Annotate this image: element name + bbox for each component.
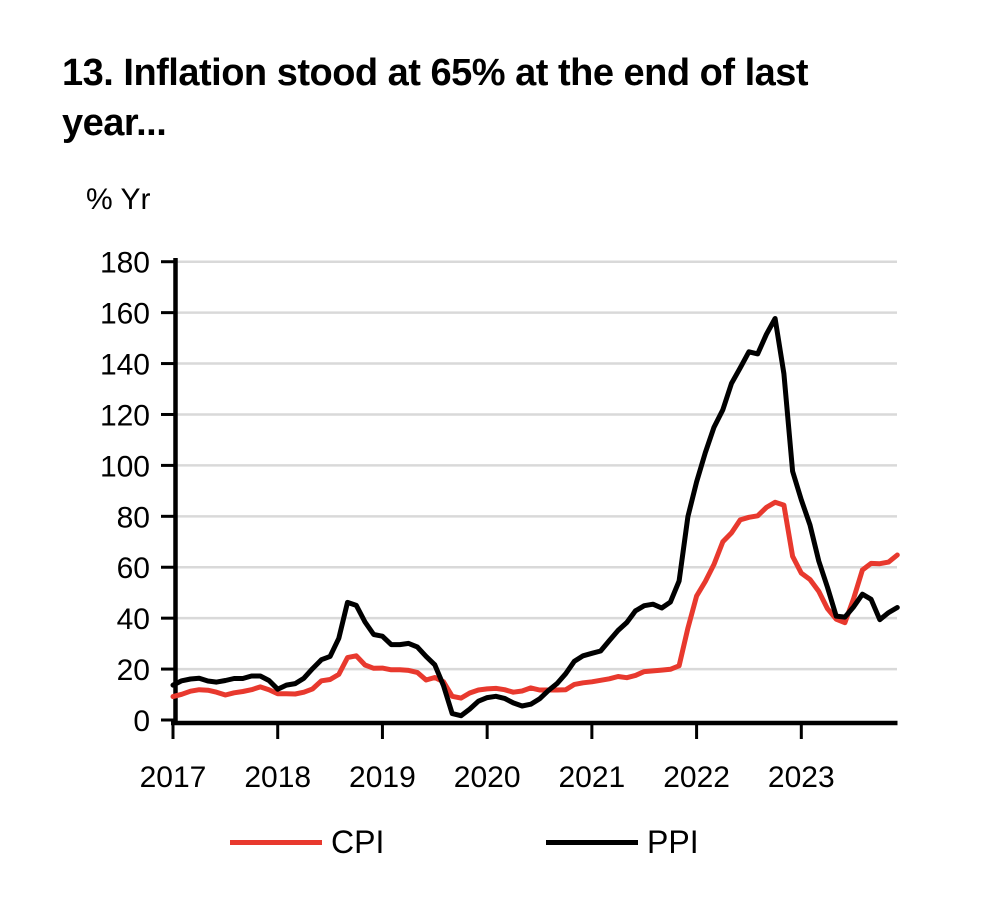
ppi-line-swatch [546, 839, 638, 845]
x-tick-label-2023: 2023 [768, 761, 835, 794]
y-tick-label-140: 140 [100, 349, 150, 382]
x-tick-label-2020: 2020 [454, 761, 521, 794]
x-tick-label-2021: 2021 [558, 761, 625, 794]
y-tick-label-20: 20 [117, 654, 150, 687]
y-tick-label-60: 60 [117, 552, 150, 585]
chart-title-line-1: 13. Inflation stood at 65% at the end of… [62, 52, 809, 94]
chart-title: 13. Inflation stood at 65% at the end of… [62, 48, 942, 148]
ppi-line [170, 316, 900, 719]
x-tick-label-2018: 2018 [244, 761, 311, 794]
y-tick-label-180: 180 [100, 247, 150, 280]
y-tick-label-120: 120 [100, 399, 150, 432]
x-tick-label-2017: 2017 [140, 761, 207, 794]
x-tick-label-2019: 2019 [349, 761, 416, 794]
chart-title-line-2: year... [62, 102, 167, 145]
legend-item-ppi: PPI [546, 824, 699, 860]
cpi-line-swatch [230, 839, 322, 845]
cpi-legend-label: CPI [331, 824, 385, 860]
chart-legend: CPI PPI [0, 824, 984, 860]
y-tick-label-160: 160 [100, 298, 150, 331]
y-tick-label-80: 80 [117, 501, 150, 534]
y-tick-label-0: 0 [133, 705, 150, 738]
x-tick-label-2022: 2022 [663, 761, 730, 794]
ppi-legend-label: PPI [647, 824, 699, 860]
cpi-line [170, 499, 900, 701]
legend-item-cpi: CPI [230, 824, 384, 860]
y-tick-label-100: 100 [100, 450, 150, 483]
y-tick-label-40: 40 [117, 603, 150, 636]
y-axis-unit-label: % Yr [86, 183, 151, 216]
